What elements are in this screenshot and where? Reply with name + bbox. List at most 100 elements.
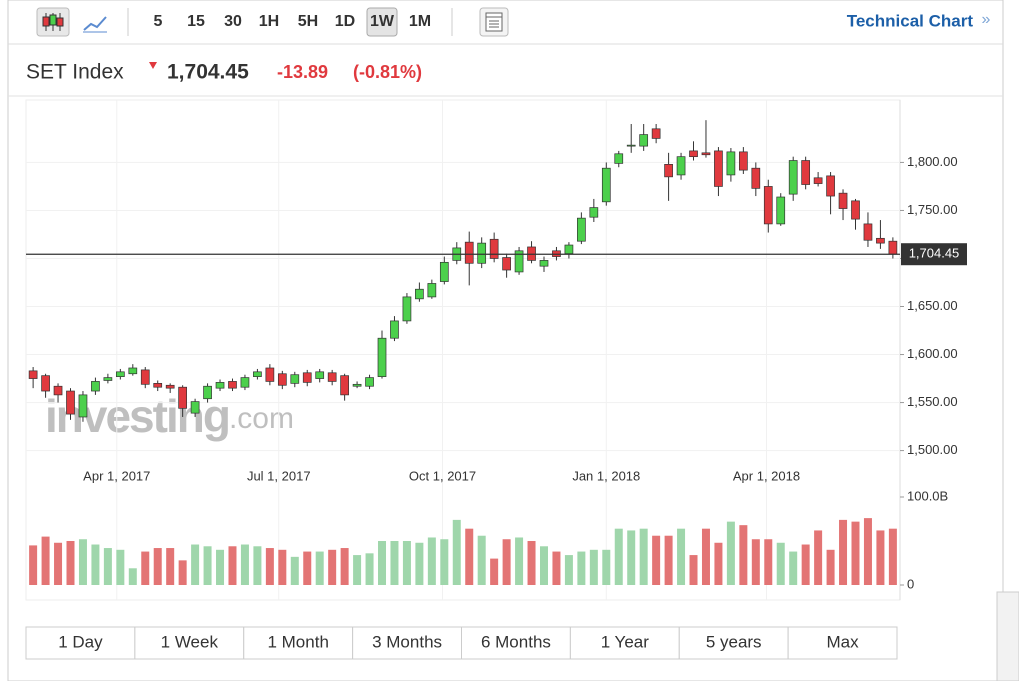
candle-body	[178, 386, 187, 409]
volume-bar	[91, 544, 100, 585]
candle-body	[240, 377, 250, 388]
volume-bar	[290, 556, 299, 585]
range-button-label[interactable]: 1 Year	[601, 632, 650, 651]
range-button[interactable]	[352, 626, 462, 660]
candle-body	[439, 261, 449, 282]
volume-bar	[564, 555, 573, 585]
volume-bar	[465, 528, 474, 585]
interval-button[interactable]: 5H	[298, 13, 318, 30]
x-tick-label: Jan 1, 2018	[572, 468, 640, 483]
volume-bar	[639, 528, 648, 585]
volume-bar	[116, 549, 125, 585]
candle-body	[826, 175, 835, 197]
watermark-domain: .com	[229, 402, 294, 435]
volume-bar	[365, 553, 374, 585]
volume-bar	[29, 545, 38, 585]
candle-body	[676, 156, 686, 176]
candle-body	[53, 385, 63, 396]
interval-button[interactable]: 1M	[409, 13, 431, 30]
candle-body	[888, 240, 898, 255]
y-tick-label: 1,750.00	[907, 202, 958, 217]
interval-button[interactable]: 1W	[370, 13, 395, 30]
interval-button[interactable]: 15	[187, 13, 205, 30]
candle-body	[477, 242, 487, 264]
interval-button[interactable]: 30	[224, 13, 242, 30]
change-percent: (-0.81%)	[353, 62, 422, 82]
active-interval	[366, 7, 398, 37]
volume-bar	[54, 542, 63, 585]
volume-bar	[253, 546, 262, 585]
candle-body	[115, 371, 125, 377]
volume-bar	[390, 541, 399, 585]
volume-bar	[776, 542, 785, 585]
candle-icon[interactable]	[36, 7, 70, 37]
volume-bar	[502, 539, 511, 585]
candle-body	[726, 151, 736, 176]
range-button[interactable]	[25, 626, 136, 660]
volume-bar	[328, 549, 337, 585]
range-button-label[interactable]: 3 Months	[372, 632, 442, 651]
candle-body	[228, 381, 237, 389]
candle-body	[128, 367, 138, 375]
range-button-label[interactable]: 6 Months	[481, 632, 551, 651]
volume-bar	[153, 548, 162, 585]
candle-body	[788, 160, 798, 195]
x-tick-label: Apr 1, 2018	[733, 468, 800, 483]
candle-body	[851, 200, 860, 220]
volume-bar	[701, 528, 710, 585]
range-button[interactable]	[678, 626, 789, 660]
x-tick-label: Apr 1, 2017	[83, 468, 150, 483]
candle-body	[751, 167, 761, 189]
candle-body	[876, 237, 885, 244]
range-button-label[interactable]: 1 Day	[58, 632, 103, 651]
volume-bar	[764, 539, 773, 585]
candle-body	[253, 371, 262, 377]
range-button-label[interactable]: 5 years	[706, 632, 762, 651]
candle-body	[838, 192, 848, 209]
volume-bar	[402, 541, 411, 585]
volume-bar	[178, 560, 187, 585]
table-icon[interactable]	[479, 7, 509, 37]
volume-bar	[888, 528, 897, 585]
candle-body	[689, 150, 698, 158]
interval-button[interactable]: 1H	[259, 13, 279, 30]
range-button[interactable]	[243, 626, 354, 660]
volume-bar	[677, 528, 686, 585]
candle-body	[664, 164, 673, 178]
range-button-label[interactable]: 1 Week	[161, 632, 219, 651]
volume-bar	[839, 519, 848, 585]
candle-body	[626, 144, 636, 147]
candle-body	[190, 401, 200, 414]
volume-bar	[203, 546, 212, 585]
range-button[interactable]	[461, 626, 571, 660]
volume-bar	[278, 549, 287, 585]
range-button[interactable]	[787, 626, 898, 660]
volume-bar	[41, 536, 50, 585]
candle-body	[315, 371, 325, 379]
volume-bar	[191, 544, 200, 585]
range-button-label[interactable]: 1 Month	[267, 632, 328, 651]
candle-body	[265, 367, 275, 382]
interval-button[interactable]: 1D	[335, 13, 355, 30]
candle-body	[103, 377, 113, 381]
volume-bar	[602, 549, 611, 585]
range-button-label[interactable]: Max	[827, 632, 860, 651]
candle-body	[763, 186, 773, 225]
candle-body	[290, 374, 300, 384]
volume-bar	[515, 537, 524, 585]
link-arrow[interactable]: »	[982, 11, 991, 28]
volume-bar	[726, 521, 735, 585]
interval-button[interactable]: 5	[154, 13, 163, 30]
volume-bar	[664, 535, 673, 585]
candle-body	[41, 375, 50, 392]
volume-bar	[689, 555, 698, 585]
range-button[interactable]	[569, 626, 680, 660]
line-icon[interactable]	[83, 16, 107, 33]
volume-bar	[863, 518, 872, 585]
volume-bar	[577, 551, 586, 585]
range-button[interactable]	[134, 626, 245, 660]
candle-body	[639, 134, 649, 147]
candle-body	[464, 241, 474, 264]
volume-bar	[427, 537, 436, 585]
technical-chart-link[interactable]: Technical Chart	[847, 11, 974, 30]
